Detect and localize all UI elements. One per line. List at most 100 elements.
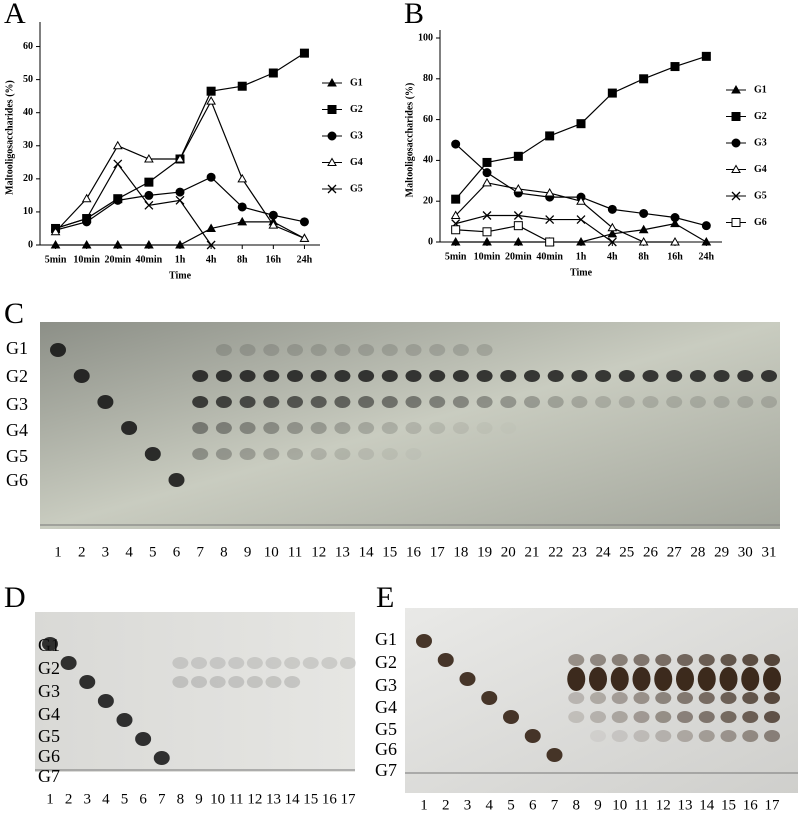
spot [340, 657, 356, 669]
marker [482, 227, 492, 237]
spot [287, 344, 303, 356]
lane-label: 14 [285, 791, 301, 807]
legend-marker [731, 84, 741, 94]
lane-label: 4 [486, 797, 494, 813]
x-axis-title: Time [570, 267, 593, 278]
spot [429, 344, 446, 356]
spot [589, 667, 607, 691]
x-tick-label: 20min [505, 251, 532, 262]
x-tick-label: 4h [607, 251, 618, 262]
panel-label: C [4, 297, 24, 330]
spot [546, 748, 563, 762]
spot [135, 732, 152, 746]
spot [618, 370, 635, 382]
spot [500, 396, 517, 408]
x-tick-label: 16h [667, 251, 683, 262]
spot [284, 657, 301, 669]
marker [113, 195, 123, 205]
marker [701, 221, 711, 231]
tlc-plate [35, 612, 355, 772]
lane-label: 15 [721, 797, 736, 813]
legend-marker [327, 157, 337, 166]
marker [82, 214, 92, 223]
lane-label: 20 [501, 544, 516, 560]
marker [482, 157, 492, 167]
marker [576, 119, 586, 129]
spot [655, 711, 672, 723]
legend-label: G3 [754, 137, 767, 148]
spot [284, 676, 301, 688]
band-label: G7 [375, 760, 397, 780]
spot [655, 692, 672, 704]
lane-label: 11 [288, 544, 302, 560]
spot [405, 422, 422, 434]
spot [405, 370, 422, 382]
spot [239, 344, 256, 356]
spot [358, 422, 375, 434]
spot [590, 692, 606, 704]
marker [451, 225, 461, 235]
band-label: G4 [38, 704, 60, 724]
spot [547, 396, 564, 408]
lane-label: 22 [548, 544, 563, 560]
legend-label: G5 [754, 190, 767, 201]
spot [310, 422, 327, 434]
lane-label: 12 [311, 544, 326, 560]
marker [701, 236, 712, 246]
spot [611, 730, 628, 742]
legend-marker [327, 184, 337, 194]
band-label: G7 [38, 766, 60, 786]
spot [452, 396, 469, 408]
spot [406, 448, 422, 460]
x-tick-label: 1h [576, 251, 587, 262]
lane-label: 8 [573, 797, 581, 813]
marker [482, 168, 492, 178]
spot [500, 370, 517, 382]
spot [302, 657, 319, 669]
y-tick-label: 60 [423, 114, 433, 125]
spot [742, 730, 759, 742]
spot [761, 396, 777, 408]
x-tick-label: 40min [136, 254, 163, 265]
spot [416, 634, 432, 648]
marker [51, 224, 61, 233]
series-line [455, 143, 707, 227]
marker [268, 210, 278, 220]
band-label: G5 [38, 726, 60, 746]
lane-label: 15 [382, 544, 397, 560]
lane-label: 3 [464, 797, 472, 813]
series-line [455, 182, 675, 243]
lane-label: 6 [173, 544, 181, 560]
spot [500, 422, 516, 434]
spot [618, 396, 635, 408]
lane-label: 5 [507, 797, 515, 813]
lane-label: 17 [430, 544, 446, 560]
x-tick-label: 10min [474, 251, 501, 262]
lane-label: 14 [359, 544, 375, 560]
band-label: G3 [375, 675, 397, 695]
legend-marker [731, 164, 741, 173]
marker [175, 195, 185, 205]
legend-label: G2 [350, 104, 363, 115]
spot [116, 713, 133, 727]
marker [701, 51, 711, 61]
x-tick-label: 40min [536, 251, 563, 262]
lane-label: 5 [149, 544, 157, 560]
y-tick-label: 0 [428, 236, 433, 247]
marker [299, 48, 309, 58]
spot [42, 637, 58, 651]
spot [334, 448, 351, 460]
spot [405, 344, 422, 356]
spot [503, 710, 519, 724]
spot [742, 654, 759, 666]
legend-marker [327, 131, 337, 141]
lane-label: 12 [247, 791, 262, 807]
y-axis-title: Maltooligosaccharides (%) [4, 80, 15, 195]
spot [153, 751, 170, 765]
y-tick-label: 50 [23, 74, 33, 85]
marker [513, 236, 524, 246]
spot [215, 344, 232, 356]
marker [513, 151, 523, 161]
marker [144, 200, 154, 210]
